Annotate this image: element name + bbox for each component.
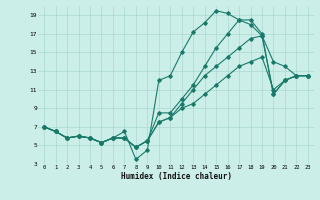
X-axis label: Humidex (Indice chaleur): Humidex (Indice chaleur) (121, 172, 231, 181)
